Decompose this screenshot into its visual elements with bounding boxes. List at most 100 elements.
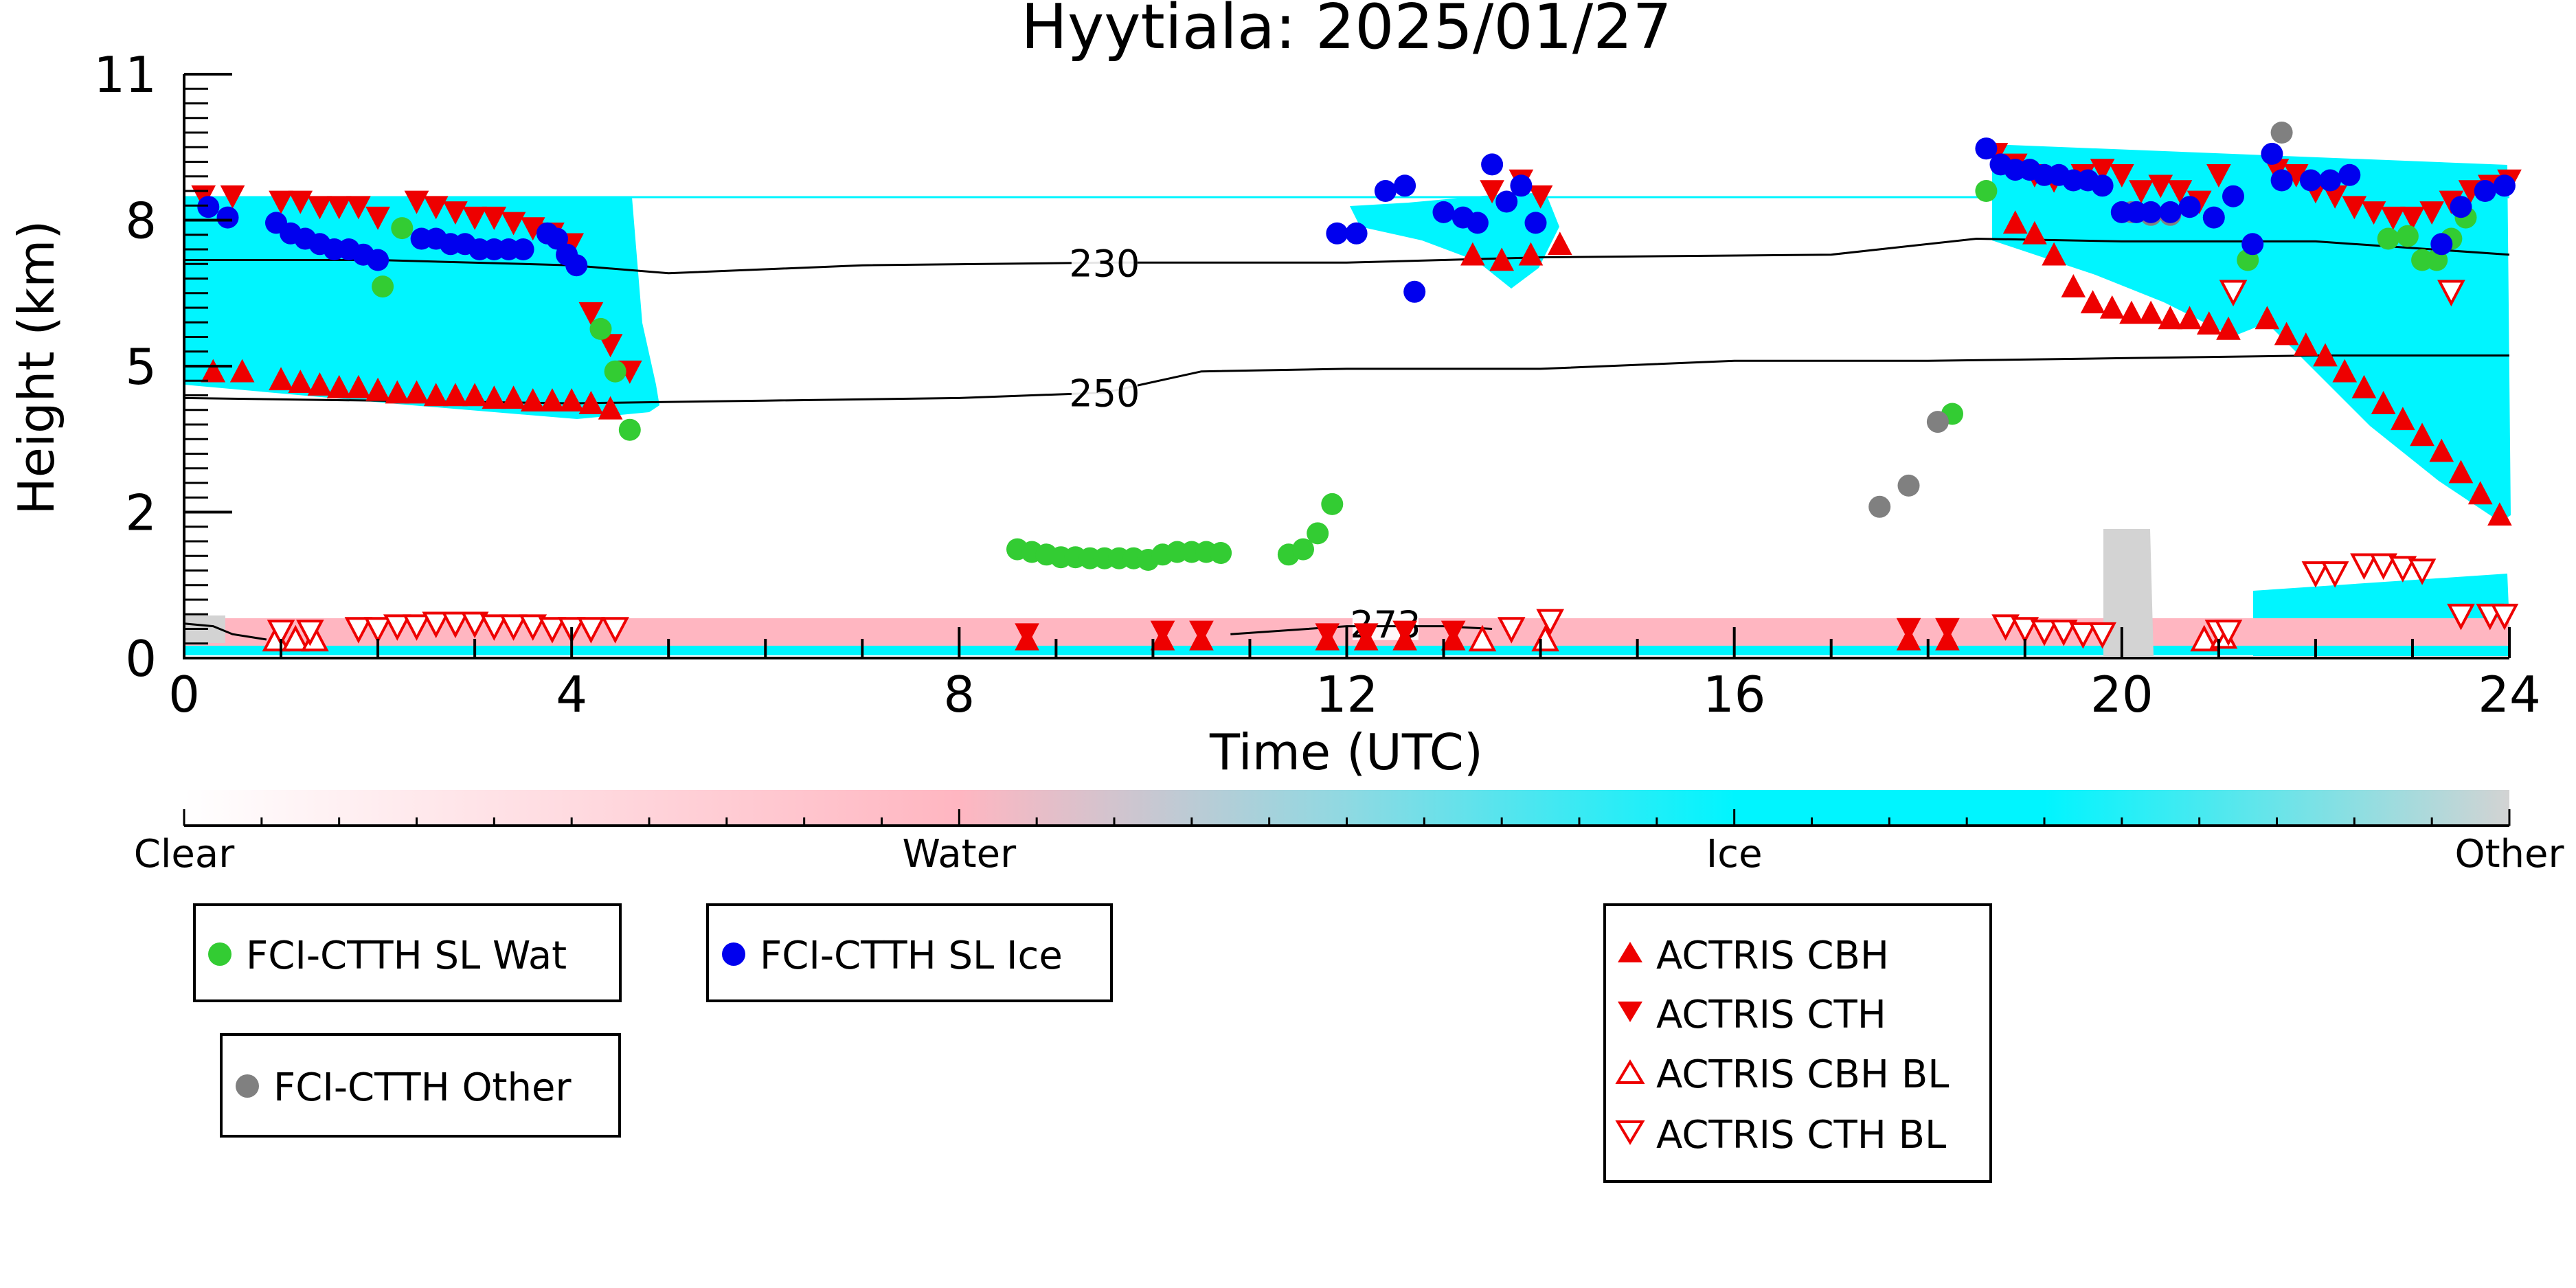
data-point [288,370,313,393]
data-point [1403,280,1426,303]
legend-label: ACTRIS CTH [1656,993,1886,1037]
legend-label: FCI-CTTH SL Ice [760,934,1063,978]
y-tick-label: 11 [93,46,157,104]
data-point [404,380,429,404]
triangle-up-open-icon [1615,1059,1645,1084]
x-tick-label: 12 [1315,666,1379,723]
grey-circle-icon [236,1074,259,1098]
legend-label: ACTRIS CTH BL [1656,1113,1946,1157]
y-axis-label: Height (km) [8,221,65,515]
data-point [307,196,332,220]
data-point [1466,212,1489,234]
colorbar-ticks [183,809,2511,826]
data-point [1975,180,1998,202]
data-point [346,196,371,220]
y-ticks: 0 2 5 8 11 [93,46,232,688]
data-point [2090,159,2115,183]
data-markers [191,122,2522,652]
data-point [2138,300,2163,324]
data-point [2140,201,2162,223]
data-point [367,249,389,271]
data-point [2351,374,2377,398]
contour-label-bg [1071,370,1138,409]
data-point [618,418,641,441]
legend-label: ACTRIS CBH BL [1656,1052,1949,1097]
data-point [1528,185,1553,209]
data-point [1510,174,1533,197]
data-point [1489,247,1514,271]
data-point [326,196,352,220]
chart-title: Hyytiala: 2025/01/27 [1021,0,1671,63]
data-point [2002,210,2028,234]
data-point [288,190,313,214]
data-point [2400,206,2425,230]
blue-circle-icon [722,942,745,966]
data-point [2430,233,2453,256]
data-point [372,275,394,298]
data-point [2332,359,2358,383]
data-point [462,383,487,407]
data-point [559,388,584,412]
ice-region-right [1992,144,2511,522]
data-point [1307,522,1329,545]
data-point [1518,242,1544,266]
data-point [1547,231,1572,256]
data-point [2049,620,2078,646]
data-point [2437,280,2465,307]
y-tick-label: 8 [125,192,157,250]
data-point [1975,137,1998,160]
data-point [267,620,295,646]
data-point [601,617,629,644]
data-point [499,614,528,641]
data-point [598,334,623,358]
colorbar-label: Clear [134,832,235,877]
data-point [1326,222,1348,245]
data-point [281,624,310,652]
data-point [385,380,410,404]
data-point [462,206,487,230]
colorbar-label: Ice [1706,832,1763,877]
data-point [2388,556,2417,583]
contour-line [1230,625,1493,635]
data-point [598,396,623,420]
data-point [460,611,489,639]
data-point [2350,553,2378,580]
data-point [220,185,245,209]
y-tick-label: 0 [125,630,157,688]
data-point [2222,185,2244,207]
data-point [520,388,545,412]
data-point [2110,164,2134,188]
data-point [296,620,324,646]
data-point [2167,180,2193,204]
data-point [1524,212,1547,234]
contour-line [183,354,2509,405]
data-point [1432,201,1455,223]
data-point [538,617,567,644]
data-point [540,388,565,412]
x-tick-label: 16 [1703,666,1766,723]
data-point [2190,624,2219,652]
data-point [1321,493,1344,515]
legend-box [1603,903,1992,1183]
data-point [578,391,604,414]
data-point [2159,201,2182,223]
data-point [2320,561,2349,588]
data-point [269,367,293,391]
data-point [2447,603,2475,631]
x-tick-label: 0 [168,666,200,723]
ice-region-left [184,197,659,419]
data-point [2490,603,2519,631]
data-point [1353,623,1379,647]
data-point [216,206,239,229]
data-point [1497,617,1526,644]
data-point [2178,196,2201,218]
other-region [2103,529,2154,656]
data-point [2030,620,2059,646]
data-point [307,372,332,396]
data-point [2129,180,2154,204]
contour-label-bg [1071,240,1138,280]
data-point [2158,306,2183,330]
data-point [482,385,507,409]
data-point [2119,300,2144,324]
data-point [2255,306,2280,330]
